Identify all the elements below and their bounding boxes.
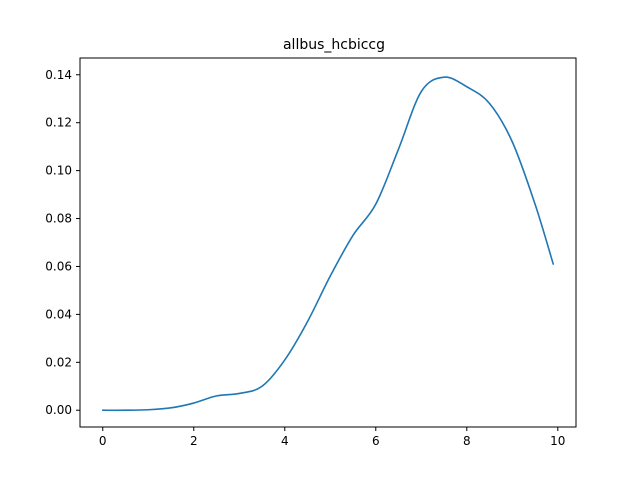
y-tick-label: 0.12 bbox=[45, 116, 72, 130]
x-tick-label: 6 bbox=[372, 434, 380, 448]
y-tick-label: 0.10 bbox=[45, 164, 72, 178]
x-tick-label: 4 bbox=[281, 434, 289, 448]
x-tick-label: 8 bbox=[463, 434, 471, 448]
series-line bbox=[101, 76, 555, 412]
chart-title: allbus_hcbiccg bbox=[283, 37, 385, 53]
y-tick-label: 0.14 bbox=[45, 68, 72, 82]
y-axis: 0.00 0.02 0.04 0.06 0.08 0.10 0.12 0.14 bbox=[45, 68, 80, 417]
x-tick-label: 0 bbox=[99, 434, 107, 448]
y-tick-label: 0.02 bbox=[45, 355, 72, 369]
x-axis: 0 2 4 6 8 10 bbox=[99, 427, 565, 448]
y-tick-label: 0.00 bbox=[45, 403, 72, 417]
axes-frame bbox=[79, 57, 577, 428]
x-tick-label: 10 bbox=[550, 434, 565, 448]
x-tick-label: 2 bbox=[190, 434, 198, 448]
y-tick-label: 0.04 bbox=[45, 307, 72, 321]
y-tick-label: 0.06 bbox=[45, 259, 72, 273]
y-tick-label: 0.08 bbox=[45, 212, 72, 226]
plot-area bbox=[101, 76, 555, 412]
